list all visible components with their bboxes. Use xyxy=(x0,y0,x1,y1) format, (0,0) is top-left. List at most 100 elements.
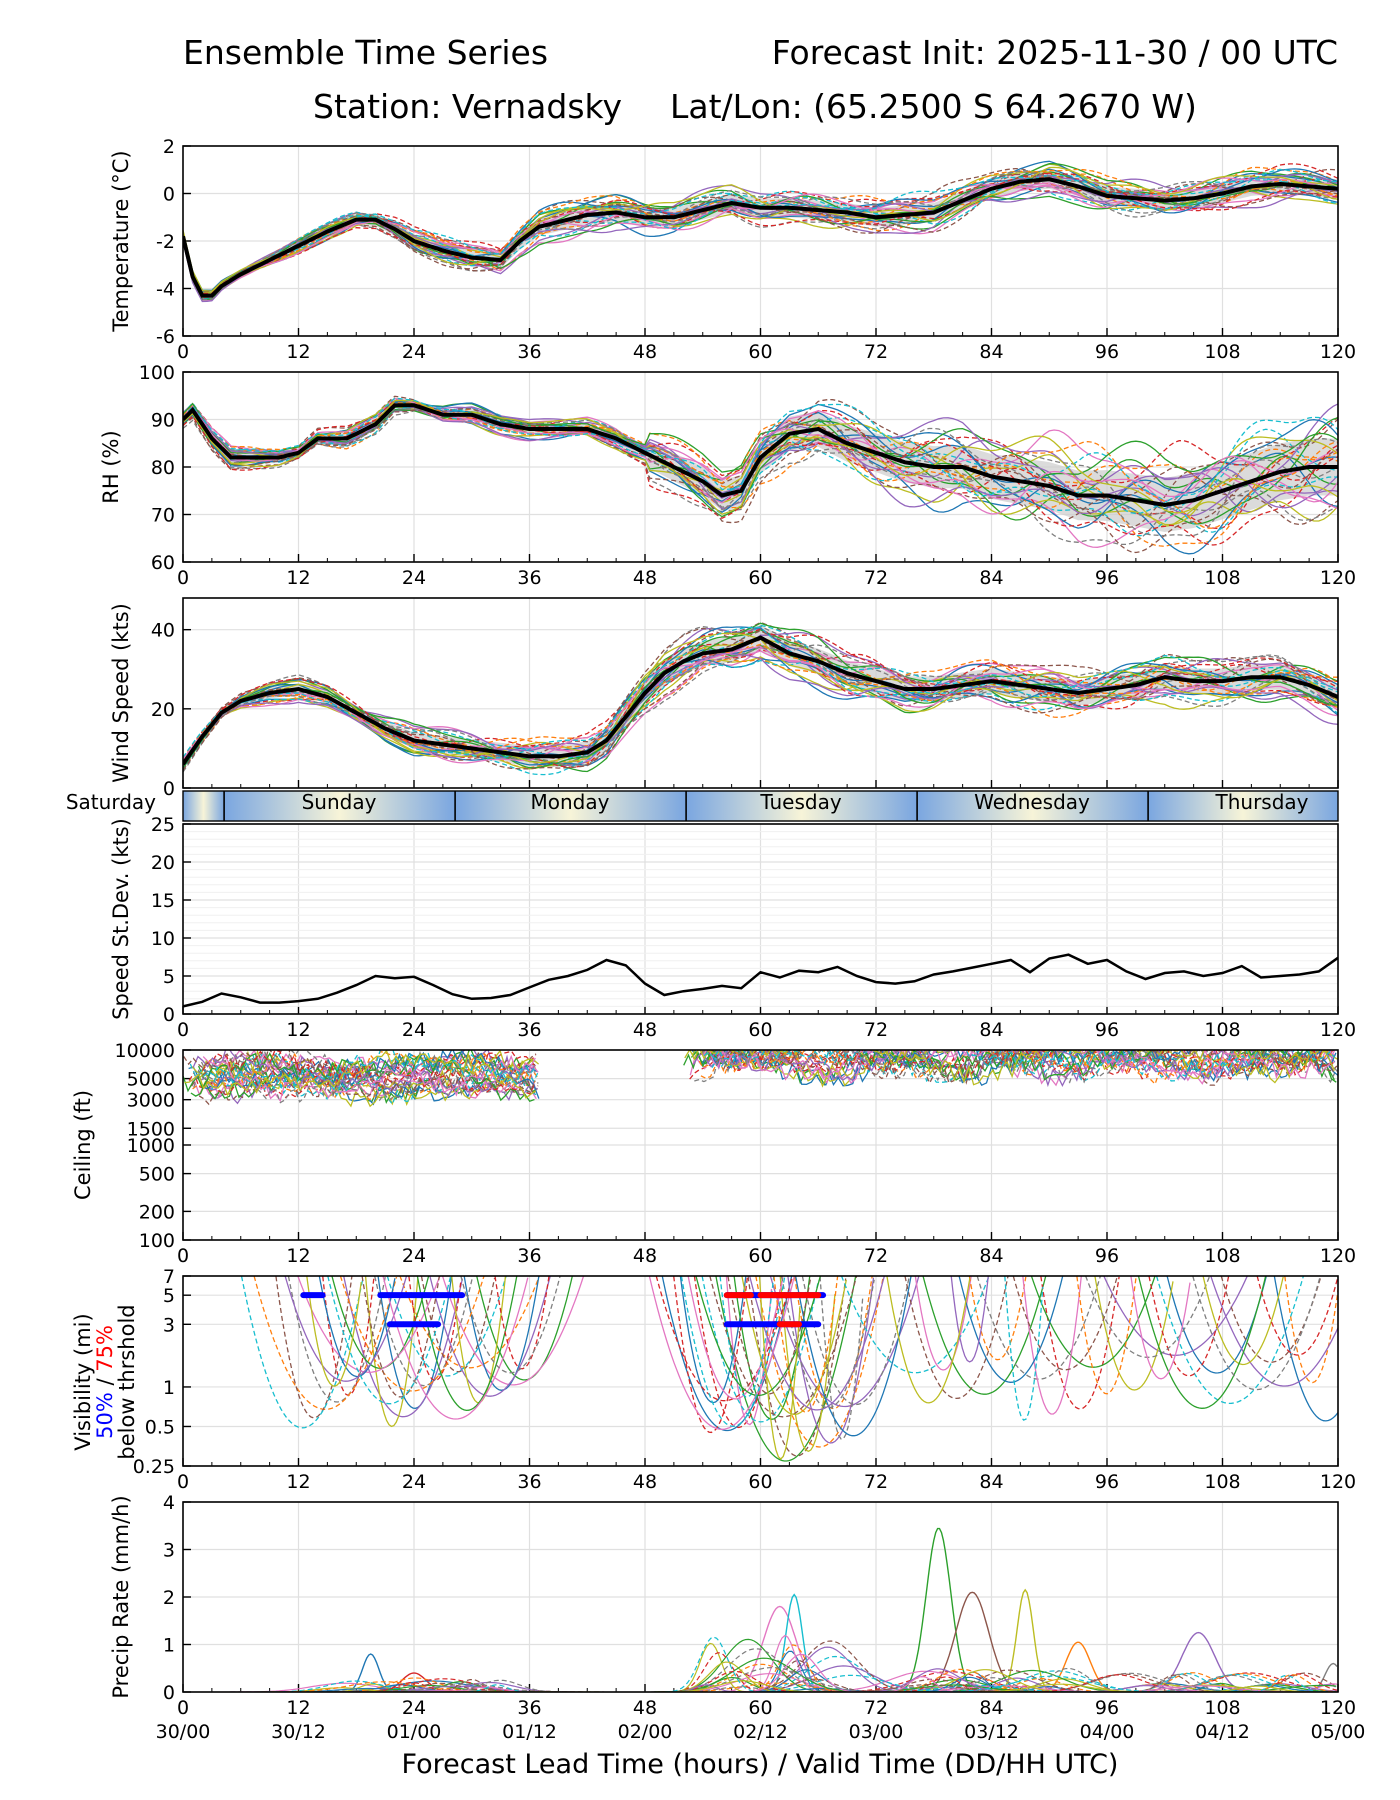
temperature-spread-band xyxy=(183,169,1338,299)
temperature-xtick-label: 84 xyxy=(979,341,1003,363)
ceiling-xtick-label: 36 xyxy=(517,1245,541,1267)
visibility-ytick-label: 1 xyxy=(163,1377,175,1399)
ceiling-xtick-label: 72 xyxy=(864,1245,888,1267)
precip_rate-xtick-label: 72 xyxy=(864,1697,888,1719)
wind_speed-ytick-label: 40 xyxy=(151,620,175,642)
ceiling-member-line xyxy=(701,1050,1338,1087)
precip_rate-ytick-label: 0 xyxy=(163,1682,175,1704)
title-left: Ensemble Time Series xyxy=(183,33,548,72)
visibility-xtick-label: 120 xyxy=(1320,1471,1356,1493)
ceiling-xtick-label: 0 xyxy=(177,1245,189,1267)
visibility-xtick-label: 72 xyxy=(864,1471,888,1493)
temperature-xtick-label: 60 xyxy=(748,341,772,363)
precip_rate-xtick-label: 24 xyxy=(402,1697,426,1719)
visibility-member-line xyxy=(441,1276,585,1386)
ceiling-member-line xyxy=(703,1050,1335,1081)
visibility-member-line xyxy=(914,1276,972,1371)
ceiling-member-line xyxy=(701,1050,1338,1082)
visibility-member-line xyxy=(755,1276,884,1448)
ceiling-member-line xyxy=(192,1050,535,1091)
rh-ytick-label: 90 xyxy=(151,410,175,432)
rh-ytick-label: 100 xyxy=(139,362,175,384)
speed_stdev-ytick-label: 10 xyxy=(151,928,175,950)
visibility-member-line xyxy=(361,1276,440,1398)
precip_rate-member-line xyxy=(879,1675,964,1692)
rh-xtick-label: 0 xyxy=(177,567,189,589)
ceiling-ytick-label: 500 xyxy=(139,1164,175,1186)
ceiling-members xyxy=(183,1050,1338,1108)
precip_rate-valid-time-label: 03/12 xyxy=(964,1721,1019,1743)
precip_rate-valid-time-label: 04/12 xyxy=(1195,1721,1250,1743)
rh-ytick-label: 70 xyxy=(151,505,175,527)
visibility-ytick-label: 5 xyxy=(163,1285,175,1307)
visibility-member-line xyxy=(794,1276,912,1437)
title-station: Station: Vernadsky xyxy=(313,87,622,126)
ceiling-ytick-label: 200 xyxy=(139,1201,175,1223)
visibility-member-line xyxy=(463,1276,540,1391)
visibility-member-line xyxy=(429,1276,551,1397)
temperature-ylabel: Temperature (°C) xyxy=(109,150,133,332)
visibility-member-line xyxy=(1155,1276,1305,1405)
speed_stdev-ytick-label: 15 xyxy=(151,890,175,912)
visibility-ytick-label: 0.5 xyxy=(145,1416,175,1438)
speed_stdev-ylabel: Speed St.Dev. (kts) xyxy=(109,818,133,1020)
precip_rate-member-line xyxy=(747,1634,823,1692)
temperature-xtick-label: 120 xyxy=(1320,341,1356,363)
visibility-xtick-label: 108 xyxy=(1204,1471,1240,1493)
precip_rate-member-line xyxy=(920,1675,1184,1692)
visibility-member-line xyxy=(1130,1276,1191,1380)
visibility-member-line xyxy=(1256,1276,1338,1356)
speed_stdev-xtick-label: 120 xyxy=(1320,1019,1356,1041)
visibility-member-line xyxy=(1094,1276,1174,1391)
rh-member-line xyxy=(183,397,1338,515)
ceiling-member-line xyxy=(689,1050,1334,1083)
temperature-member-line xyxy=(183,168,1338,298)
ceiling-ytick-label: 1000 xyxy=(127,1135,175,1157)
precip_rate-member-line xyxy=(1118,1672,1255,1692)
ceiling-member-line xyxy=(189,1050,538,1106)
rh-xtick-label: 108 xyxy=(1204,567,1240,589)
visibility-member-line xyxy=(1040,1276,1120,1410)
visibility-member-line xyxy=(695,1276,822,1397)
visibility-member-line xyxy=(331,1276,430,1369)
rh-xtick-label: 84 xyxy=(979,567,1003,589)
precip_rate-xtick-label: 96 xyxy=(1095,1697,1119,1719)
speed_stdev-ytick-label: 5 xyxy=(163,966,175,988)
speed_stdev-xtick-label: 72 xyxy=(864,1019,888,1041)
visibility-member-line xyxy=(1076,1276,1137,1395)
temperature-xtick-label: 24 xyxy=(402,341,426,363)
visibility-member-line xyxy=(1004,1276,1044,1421)
ceiling-member-line xyxy=(184,1050,537,1099)
visibility-member-line xyxy=(382,1276,529,1420)
precip_rate-ytick-label: 3 xyxy=(163,1540,175,1562)
visibility-member-line xyxy=(673,1276,749,1434)
wind_speed-member-line xyxy=(183,622,1338,769)
visibility-member-line xyxy=(950,1276,989,1363)
day-label-wednesday: Wednesday xyxy=(974,790,1090,814)
day-strip: Saturday Sunday Monday Tuesday Wednesday… xyxy=(66,790,1339,822)
visibility-member-line xyxy=(1148,1276,1230,1377)
wind_speed-ylabel: Wind Speed (kts) xyxy=(109,603,133,783)
visibility-member-line xyxy=(1192,1276,1321,1391)
speed_stdev-ytick-label: 25 xyxy=(151,814,175,836)
rh-xtick-label: 96 xyxy=(1095,567,1119,589)
precip_rate-ytick-label: 4 xyxy=(163,1492,175,1514)
visibility-ylabel-legend: 50% / 75% xyxy=(93,1325,117,1439)
ceiling-xtick-label: 24 xyxy=(402,1245,426,1267)
visibility-member-line xyxy=(687,1276,784,1400)
wind_speed-ytick-label: 0 xyxy=(163,778,175,800)
visibility-member-line xyxy=(769,1276,920,1408)
ceiling-xtick-label: 120 xyxy=(1320,1245,1356,1267)
speed_stdev-xtick-label: 60 xyxy=(748,1019,772,1041)
ceiling-member-line xyxy=(703,1050,1336,1082)
rh-xtick-label: 24 xyxy=(402,567,426,589)
precip_rate-member-line xyxy=(982,1685,1067,1692)
day-label-tuesday: Tuesday xyxy=(759,790,842,814)
rh-member-line xyxy=(183,405,1338,537)
visibility-member-line xyxy=(318,1276,396,1378)
precip_rate-xtick-label: 60 xyxy=(748,1697,772,1719)
visibility-member-line xyxy=(801,1276,910,1406)
visibility-member-line xyxy=(701,1276,820,1423)
temperature-xtick-label: 96 xyxy=(1095,341,1119,363)
precip_rate-member-line xyxy=(664,1636,763,1692)
